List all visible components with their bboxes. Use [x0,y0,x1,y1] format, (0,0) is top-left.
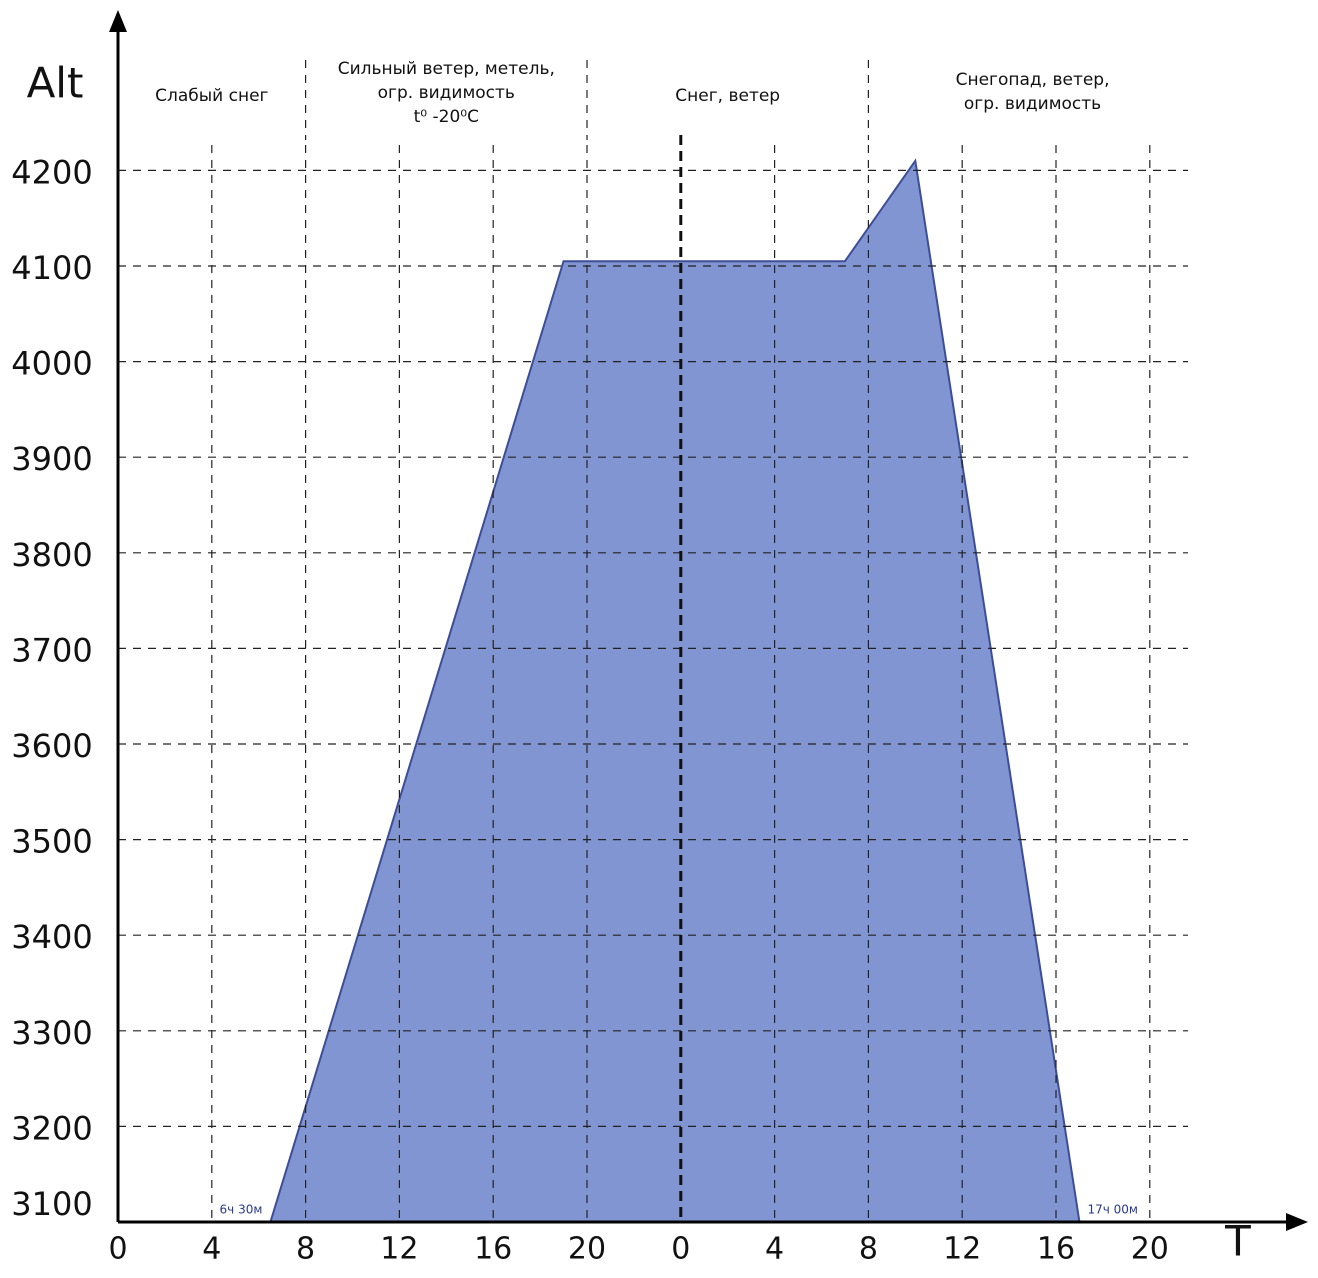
zone-label: t⁰ -20⁰C [414,107,479,127]
zone-label: Снег, ветер [675,86,780,106]
x-tick-label: 8 [859,1232,878,1267]
area [269,158,1081,1223]
zone-label: огр. видимость [378,83,515,103]
x-tick-label: 8 [296,1232,315,1267]
zone-label: Снегопад, ветер, [956,70,1110,90]
x-tick-label: 12 [380,1232,418,1267]
zone-label: огр. видимость [964,94,1101,114]
x-tick-label: 4 [765,1232,784,1267]
annotation: 17ч 00м [1087,1203,1138,1217]
x-tick-label: 20 [568,1232,606,1267]
y-tick-label: 3600 [11,727,92,765]
y-tick-label: 3700 [11,631,92,669]
y-axis-arrow [109,10,127,32]
x-tick-label: 20 [1131,1232,1169,1267]
y-axis-label: Alt [27,59,84,108]
y-tick-label: 3500 [11,823,92,861]
x-tick-label: 12 [943,1232,981,1267]
y-tick-label: 3200 [11,1109,92,1147]
x-axis-arrow [1286,1213,1308,1231]
zone-label: Сильный ветер, метель, [338,59,555,79]
y-tick-label: 3800 [11,536,92,574]
x-tick-label: 16 [1037,1232,1075,1267]
y-tick-label: 3400 [11,918,92,956]
y-tick-label: 4200 [11,153,92,191]
x-tick-label: 4 [202,1232,221,1267]
y-tick-label: 3100 [11,1185,92,1223]
y-tick-label: 3900 [11,440,92,478]
x-tick-label: 16 [474,1232,512,1267]
y-tick-label: 4000 [11,345,92,383]
x-axis-label: T [1224,1217,1251,1266]
zone-label: Слабый снег [155,86,268,106]
x-tick-label: 0 [108,1232,127,1267]
annotation: 6ч 30м [220,1203,263,1217]
x-tick-label: 0 [671,1232,690,1267]
y-tick-label: 4100 [11,249,92,287]
y-tick-label: 3300 [11,1014,92,1052]
